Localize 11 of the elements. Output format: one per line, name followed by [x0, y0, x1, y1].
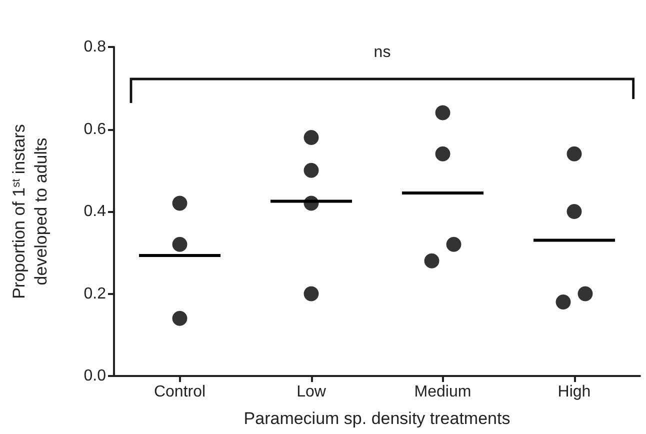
x-axis-title: Paramecium sp. density treatments [244, 409, 510, 428]
y-tick-label: 0.4 [84, 203, 106, 220]
x-tick-label: Medium [414, 384, 472, 400]
y-tick-label: 0.6 [84, 120, 106, 138]
x-tick-label: Control [154, 384, 206, 400]
x-tick-label: High [558, 384, 591, 400]
y-tick-label: 0.0 [84, 368, 106, 384]
y-tick-label: 0.2 [84, 285, 106, 302]
y-tick-label: 0.8 [84, 38, 106, 56]
x-tick-label: Low [296, 384, 326, 400]
annotation: ns [372, 44, 392, 62]
